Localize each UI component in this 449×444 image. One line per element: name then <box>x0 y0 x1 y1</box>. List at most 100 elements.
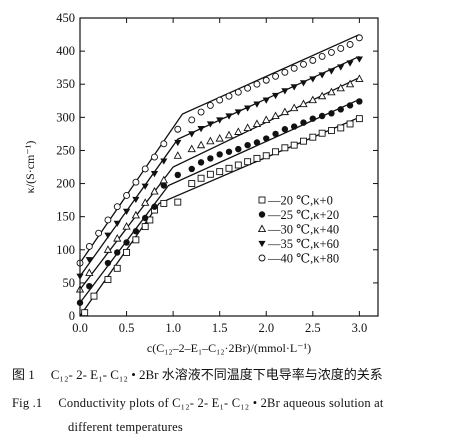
data-point-series-5 <box>253 80 261 88</box>
data-point-series-3 <box>290 103 299 112</box>
data-point-series-5 <box>281 68 289 76</box>
y-tick-label: 400 <box>56 44 75 58</box>
data-point-series-5 <box>290 64 298 72</box>
data-point-series-5 <box>160 140 168 148</box>
data-point-series-2 <box>309 115 317 122</box>
data-point-series-2 <box>151 203 158 210</box>
data-point-series-5 <box>272 72 280 80</box>
data-point-series-5 <box>95 229 103 237</box>
data-point-series-2 <box>300 119 307 126</box>
data-point-series-5 <box>123 192 131 199</box>
x-tick-label: 2.5 <box>305 321 321 335</box>
data-point-series-4 <box>346 60 354 67</box>
x-tick-label: 1.0 <box>165 321 181 335</box>
data-point-series-5 <box>327 48 335 56</box>
y-tick-label: 250 <box>56 143 75 157</box>
data-point-series-2 <box>272 130 279 138</box>
data-point-series-3 <box>271 111 280 120</box>
data-point-series-3 <box>173 151 182 159</box>
caption-en-line2: different temperatures <box>68 420 183 434</box>
data-point-series-4 <box>216 117 224 124</box>
legend-label-series-4: —35 ℃,κ+60 <box>267 237 339 251</box>
data-point-series-1 <box>141 223 149 231</box>
x-tick-label: 0.5 <box>119 321 135 335</box>
data-point-series-5 <box>132 178 140 186</box>
data-point-series-1 <box>206 170 214 178</box>
data-point-series-1 <box>81 309 89 317</box>
data-point-series-5 <box>262 76 270 84</box>
y-axis-label: κ/(S·cm⁻¹) <box>23 141 37 194</box>
data-point-series-3 <box>131 210 141 219</box>
data-point-series-1 <box>104 276 112 284</box>
figure-caption-english-line2: different temperatures <box>68 420 183 435</box>
data-point-series-1 <box>244 158 252 166</box>
data-point-series-5 <box>300 60 307 68</box>
caption-zh-text: C₁₂- 2- E₁- C₁₂ • 2Br 水溶液不同温度下电导率与浓度的关系 <box>50 367 383 382</box>
data-point-series-4 <box>337 64 345 71</box>
data-point-series-3 <box>187 144 196 153</box>
data-point-series-2 <box>281 126 289 133</box>
data-point-series-1 <box>346 120 354 128</box>
data-point-series-2 <box>328 110 335 117</box>
data-point-series-5 <box>188 116 196 124</box>
legend-label-series-5: —40 ℃,κ+80 <box>267 252 339 266</box>
data-point-series-4 <box>355 56 363 63</box>
figure-caption-chinese: 图 1 C₁₂- 2- E₁- C₁₂ • 2Br 水溶液不同温度下电导率与浓度的… <box>12 364 383 383</box>
x-tick-label: 3.0 <box>352 321 368 335</box>
fit-line-series-5 <box>79 33 360 264</box>
data-point-series-1 <box>290 141 298 149</box>
legend-marker-series-1 <box>258 196 266 204</box>
data-point-series-4 <box>225 113 233 120</box>
data-point-series-2 <box>337 106 344 113</box>
data-points <box>75 34 364 317</box>
data-point-series-1 <box>225 164 233 172</box>
data-point-series-3 <box>299 99 308 108</box>
data-point-series-4 <box>141 183 149 190</box>
caption-en-label: Fig .1 <box>12 396 43 410</box>
data-point-series-5 <box>225 92 233 100</box>
data-point-series-1 <box>300 137 307 145</box>
data-point-series-2 <box>160 182 168 189</box>
data-point-series-1 <box>318 129 326 137</box>
legend: —20 ℃,κ+0—25 ℃,κ+20—30 ℃,κ+40—35 ℃,κ+60—… <box>257 194 339 266</box>
legend-marker-series-5 <box>258 254 266 262</box>
data-point-series-4 <box>262 97 270 104</box>
plot-frame <box>79 17 379 317</box>
data-point-series-3 <box>196 140 206 149</box>
data-point-series-5 <box>197 108 205 116</box>
data-point-series-2 <box>104 259 112 267</box>
data-point-series-2 <box>244 141 251 149</box>
y-tick-label: 200 <box>56 177 75 191</box>
fit-lines <box>79 33 360 317</box>
data-point-series-1 <box>160 199 168 207</box>
data-point-series-2 <box>197 159 205 166</box>
data-point-series-4 <box>174 139 182 147</box>
data-point-series-2 <box>207 155 214 162</box>
y-tick-label: 50 <box>63 276 76 290</box>
data-point-series-1 <box>90 292 98 300</box>
conductivity-chart: 0.0 0.5 1.0 1.5 2.0 2.5 3.0 0 50 100 150 200 250 300 3… <box>23 11 379 355</box>
data-point-series-4 <box>309 76 317 83</box>
figure-caption-english: Fig .1 Conductivity plots of C₁₂- 2- E₁- … <box>12 396 384 411</box>
data-point-series-4 <box>122 208 131 215</box>
data-point-series-2 <box>235 145 242 153</box>
data-point-series-3 <box>252 119 262 128</box>
data-point-series-4 <box>318 72 326 79</box>
data-point-series-5 <box>346 41 354 48</box>
legend-label-series-2: —25 ℃,κ+20 <box>267 208 339 222</box>
data-point-series-2 <box>253 139 261 146</box>
axes: 0.0 0.5 1.0 1.5 2.0 2.5 3.0 0 50 100 150 200 250 300 3… <box>23 11 379 355</box>
data-point-series-2 <box>141 214 149 222</box>
data-point-series-5 <box>234 88 242 96</box>
data-point-series-5 <box>216 96 224 104</box>
data-point-series-4 <box>197 125 205 133</box>
data-point-series-1 <box>262 152 270 160</box>
data-point-series-4 <box>206 121 214 128</box>
data-point-series-2 <box>225 148 233 155</box>
data-point-series-1 <box>132 236 140 244</box>
data-point-series-3 <box>327 87 336 96</box>
data-point-series-4 <box>188 131 196 138</box>
y-tick-label: 0 <box>69 309 75 323</box>
legend-marker-series-4 <box>258 240 266 248</box>
data-point-series-5 <box>318 52 326 60</box>
